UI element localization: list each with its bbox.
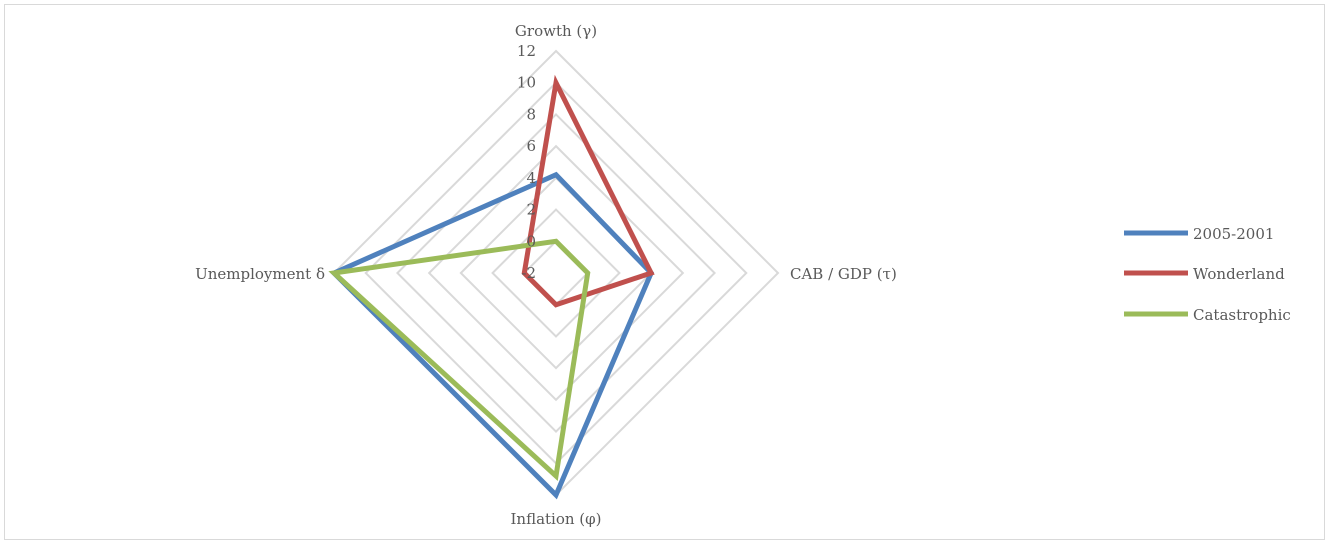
legend-label-wonderland: Wonderland (1193, 265, 1285, 283)
legend-label-catastrophic: Catastrophic (1193, 306, 1291, 324)
series-line-2005-2001 (329, 171, 655, 500)
tick-label-0: -2 (521, 264, 536, 282)
tick-label-2: 2 (526, 201, 536, 219)
axis-label-growth: Growth (γ) (515, 22, 597, 40)
gridline-4 (427, 144, 685, 402)
series-line-wonderland (521, 74, 655, 308)
tick-label-1: 0 (526, 232, 536, 250)
legend-item-wonderland: Wonderland (1124, 265, 1285, 283)
gridline-6 (364, 81, 748, 465)
series-layer (328, 74, 655, 500)
axis-label-inflation: Inflation (φ) (510, 510, 601, 528)
axis-label-cab-gdp: CAB / GDP (τ) (790, 265, 897, 283)
tick-label-3: 4 (526, 169, 536, 187)
tick-label-7: 12 (517, 42, 536, 60)
gridline-7 (332, 49, 780, 497)
tick-layer: -2 0 2 4 6 8 10 12 (517, 42, 536, 282)
grid-layer (332, 49, 780, 497)
axis-label-unemployment: Unemployment δ (195, 265, 325, 283)
tick-label-6: 10 (517, 74, 536, 92)
legend-item-catastrophic: Catastrophic (1124, 306, 1291, 324)
legend-item-2005-2001: 2005-2001 (1124, 225, 1274, 243)
tick-label-5: 8 (526, 105, 536, 123)
chart-frame (4, 4, 1325, 540)
legend: 2005-2001 Wonderland Catastrophic (1124, 225, 1291, 324)
gridline-2 (491, 208, 621, 338)
legend-label-2005-2001: 2005-2001 (1193, 225, 1274, 243)
axis-label-layer: Growth (γ) CAB / GDP (τ) Inflation (φ) U… (195, 22, 897, 528)
series-line-catastrophic (328, 238, 591, 481)
tick-label-4: 6 (526, 137, 536, 155)
